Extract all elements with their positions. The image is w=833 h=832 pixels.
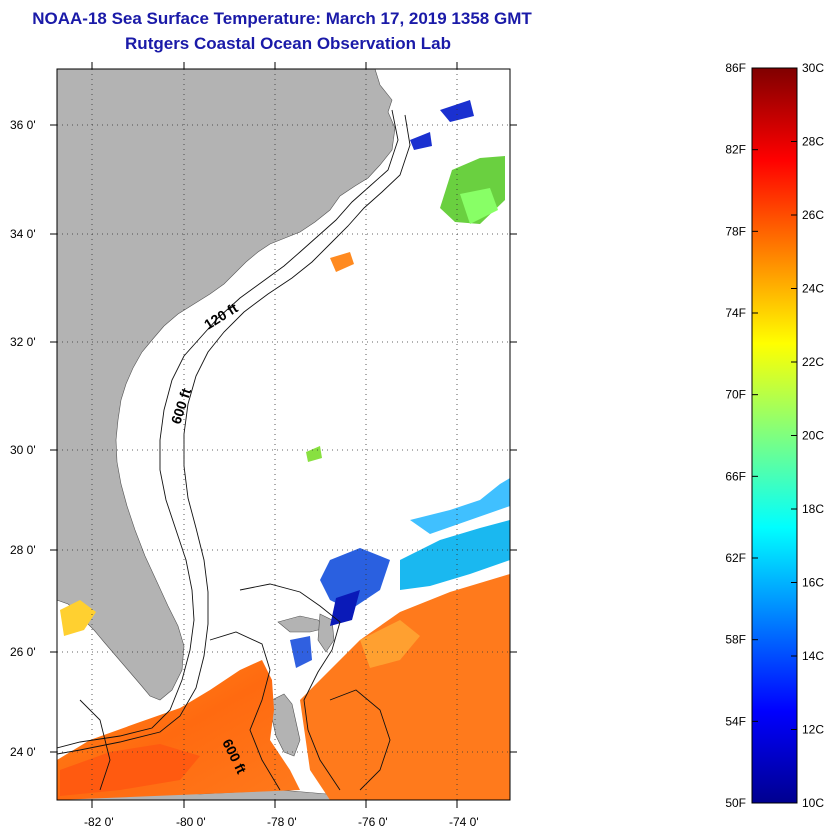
lon-tick-label: -80 0': [176, 815, 206, 829]
colorbar-gradient: [751, 67, 798, 804]
colorbar-celsius-label: 18C: [802, 502, 824, 516]
colorbar-celsius-label: 12C: [802, 723, 824, 737]
colorbar-celsius-label: 16C: [802, 576, 824, 590]
colorbar-fahrenheit-label: 82F: [725, 143, 746, 157]
map-subtitle: Rutgers Coastal Ocean Observation Lab: [125, 34, 451, 53]
colorbar-fahrenheit-label: 54F: [725, 714, 746, 728]
map-title: NOAA-18 Sea Surface Temperature: March 1…: [32, 9, 532, 28]
sst-data-layer: [57, 100, 510, 800]
colorbar-celsius-label: 22C: [802, 355, 824, 369]
colorbar-fahrenheit-label: 66F: [725, 469, 746, 483]
land-bahamas-abaco: [317, 613, 335, 653]
lon-tick-label: -82 0': [84, 815, 114, 829]
lat-tick-label: 26 0': [10, 645, 36, 659]
lon-tick-label: -76 0': [358, 815, 388, 829]
colorbar-fahrenheit-label: 58F: [725, 633, 746, 647]
colorbar-celsius-label: 28C: [802, 135, 824, 149]
land-mainland: [57, 69, 396, 701]
lon-tick-label: -74 0': [449, 815, 479, 829]
gridlines: [57, 69, 510, 800]
colorbar-fahrenheit-label: 74F: [725, 306, 746, 320]
land-bahamas-andros: [271, 693, 301, 757]
lat-tick-label: 24 0': [10, 745, 36, 759]
sst-map: 120 ft 600 ft 600 ft: [10, 62, 517, 829]
colorbar-fahrenheit-label: 86F: [725, 61, 746, 75]
colorbar-celsius-label: 26C: [802, 208, 824, 222]
colorbar-celsius-label: 20C: [802, 429, 824, 443]
colorbar-celsius-label: 14C: [802, 649, 824, 663]
colorbar-fahrenheit-label: 70F: [725, 388, 746, 402]
lat-tick-label: 32 0': [10, 335, 36, 349]
colorbar-celsius-label: 24C: [802, 282, 824, 296]
lat-tick-label: 36 0': [10, 118, 36, 132]
colorbar-celsius-label: 10C: [802, 796, 824, 810]
lat-tick-label: 34 0': [10, 227, 36, 241]
colorbar-fahrenheit-label: 62F: [725, 551, 746, 565]
colorbar-fahrenheit-label: 78F: [725, 224, 746, 238]
bathymetry-contours: [57, 109, 411, 791]
map-frame: [56, 68, 511, 801]
lon-tick-label: -78 0': [267, 815, 297, 829]
lat-tick-label: 30 0': [10, 443, 36, 457]
lat-tick-label: 28 0': [10, 543, 36, 557]
tick-marks: [50, 62, 517, 808]
temperature-colorbar: 86F 82F 78F 74F 70F 66F 62F 58F 54F 50F 30C 28C 26C 2…: [725, 61, 824, 810]
colorbar-fahrenheit-label: 50F: [725, 796, 746, 810]
colorbar-celsius-label: 30C: [802, 61, 824, 75]
